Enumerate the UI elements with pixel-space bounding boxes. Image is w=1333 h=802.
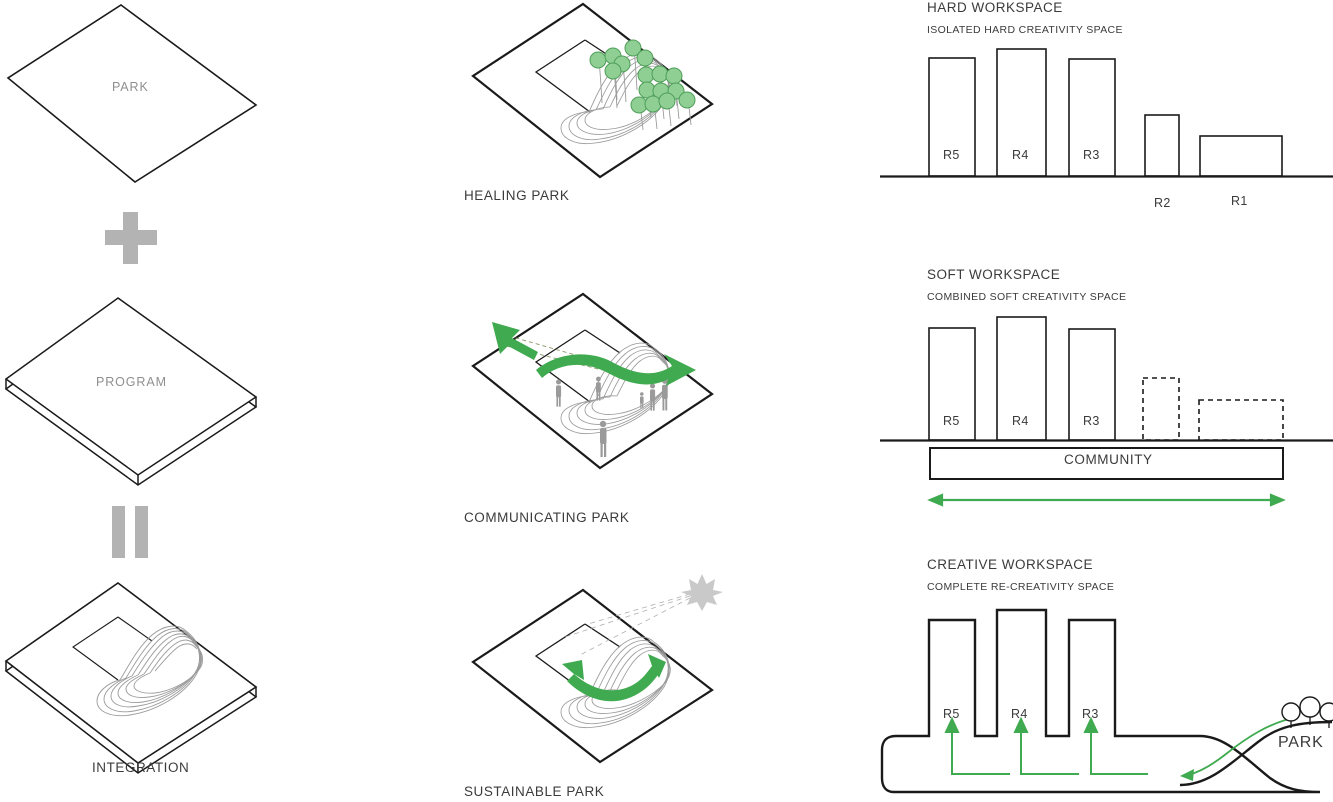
park-block: PARK: [0, 0, 300, 190]
hard-workspace-title: HARD WORKSPACE: [927, 0, 1063, 15]
contour-lines: [96, 625, 204, 717]
integration-slab-icon: [4, 582, 258, 774]
green-flow-arrows: [492, 322, 696, 386]
park-marker-label: PARK: [1278, 734, 1324, 751]
bar-label-r1: R1: [1231, 194, 1248, 208]
creative-workspace-section: CREATIVE WORKSPACE COMPLETE RE-CREATIVIT…: [880, 552, 1333, 800]
bar-label-r4: R4: [1011, 707, 1028, 721]
integration-block: INTEGRATION: [0, 575, 300, 775]
bar-label-r3: R3: [1083, 148, 1100, 162]
communicating-park-block: COMMUNICATING PARK: [450, 282, 740, 532]
community-band: [929, 447, 1284, 480]
bar-label-r4: R4: [1012, 148, 1029, 162]
green-flow-arrow: [562, 654, 666, 702]
creative-workspace-chart: [880, 608, 1333, 794]
park-hill-curve: [1179, 720, 1333, 787]
healing-park-caption: HEALING PARK: [464, 188, 570, 203]
soft-workspace-section: SOFT WORKSPACE COMBINED SOFT CREATIVITY …: [880, 262, 1333, 507]
solid-bars: [928, 316, 1116, 441]
crenellated-outline: [880, 608, 1321, 794]
park-return-arrow: [1187, 716, 1299, 776]
upward-flow-arrows: [944, 716, 1148, 775]
soft-workspace-title: SOFT WORKSPACE: [927, 267, 1061, 282]
community-span-arrow: [927, 493, 1286, 507]
bar-label-r5: R5: [943, 707, 960, 721]
park-label: PARK: [112, 80, 149, 94]
hard-workspace-chart: [880, 48, 1333, 178]
contour-lines: [560, 636, 671, 729]
sustainable-park-block: SUSTAINABLE PARK: [450, 562, 740, 800]
bar-label-r3: R3: [1082, 707, 1099, 721]
creative-workspace-subtitle: COMPLETE RE-CREATIVITY SPACE: [927, 581, 1115, 593]
program-block: PROGRAM: [0, 285, 300, 486]
tree-crowns: [589, 39, 696, 114]
community-band-label: COMMUNITY: [1064, 452, 1153, 467]
creative-workspace-title: CREATIVE WORKSPACE: [927, 557, 1094, 572]
sun-icon: [681, 574, 723, 611]
soft-workspace-subtitle: COMBINED SOFT CREATIVITY SPACE: [927, 291, 1127, 303]
sun-rays: [561, 593, 691, 657]
park-diamond-icon: [6, 4, 258, 183]
soft-workspace-chart: [880, 316, 1333, 507]
bars: [928, 48, 1283, 177]
plus-icon-vertical: [123, 212, 138, 264]
hard-workspace-subtitle: ISOLATED HARD CREATIVITY SPACE: [927, 24, 1123, 36]
bar-label-r4: R4: [1012, 414, 1029, 428]
equals-operator: [112, 506, 152, 558]
park-trees: [1281, 696, 1333, 728]
communicating-park-caption: COMMUNICATING PARK: [464, 510, 630, 525]
dashed-bars: [1142, 377, 1284, 441]
bar-label-r3: R3: [1083, 414, 1100, 428]
healing-park-icon: [471, 2, 714, 179]
sustainable-park-icon: [471, 574, 723, 764]
communicating-park-icon: [471, 292, 714, 470]
program-slab-icon: [4, 297, 258, 486]
equals-icon-left: [112, 506, 125, 558]
healing-park-block: HEALING PARK: [450, 0, 740, 210]
bar-label-r5: R5: [943, 148, 960, 162]
park-return-arrowhead: [1180, 769, 1194, 781]
equals-icon-right: [135, 506, 148, 558]
bar-label-r2: R2: [1154, 196, 1171, 210]
bar-label-r5: R5: [943, 414, 960, 428]
sustainable-park-caption: SUSTAINABLE PARK: [464, 784, 605, 799]
program-label: PROGRAM: [96, 375, 167, 389]
hard-workspace-section: HARD WORKSPACE ISOLATED HARD CREATIVITY …: [880, 0, 1333, 210]
integration-caption: INTEGRATION: [92, 760, 190, 775]
plus-operator: [105, 212, 157, 264]
